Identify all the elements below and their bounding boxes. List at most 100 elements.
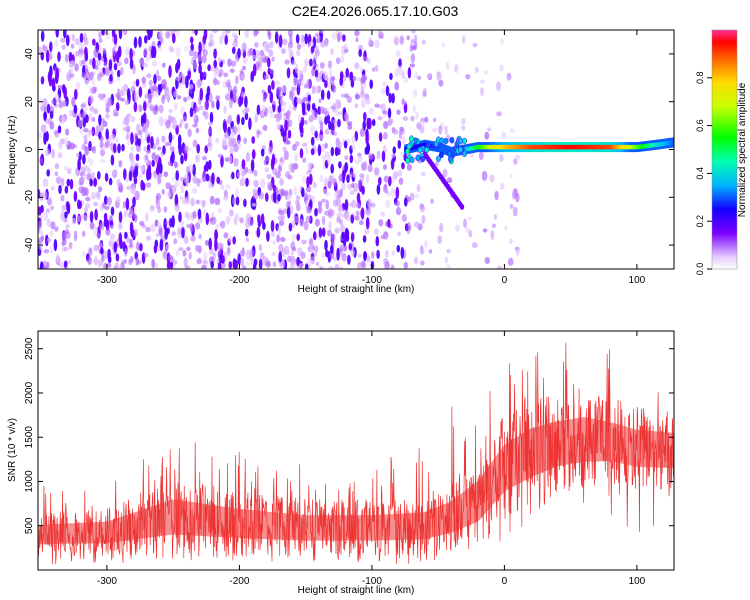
- noise-blob: [302, 97, 308, 102]
- noise-blob: [176, 58, 181, 70]
- noise-blob: [165, 31, 171, 39]
- noise-blob: [66, 168, 71, 175]
- noise-blob: [159, 238, 164, 252]
- noise-blob: [55, 30, 59, 38]
- noise-blob: [107, 248, 111, 260]
- noise-blob: [147, 170, 152, 180]
- noise-blob: [128, 170, 133, 182]
- noise-blob: [207, 121, 213, 126]
- signal-cell: [569, 144, 572, 150]
- signal-cell: [465, 147, 467, 152]
- noise-blob: [286, 200, 290, 209]
- signal-cell: [495, 144, 498, 150]
- noise-blob: [190, 43, 194, 52]
- noise-blob: [82, 154, 86, 165]
- noise-blob: [295, 34, 300, 44]
- noise-blob: [237, 139, 241, 149]
- signal-cell: [474, 145, 477, 150]
- noise-blob: [120, 97, 126, 102]
- noise-blob: [151, 152, 157, 161]
- signal-cell: [559, 144, 562, 150]
- noise-blob: [340, 55, 345, 63]
- noise-blob: [172, 33, 176, 44]
- signal-cell: [421, 143, 424, 148]
- signal-cell: [626, 144, 629, 150]
- noise-blob: [515, 247, 520, 256]
- noise-blob: [301, 187, 305, 198]
- noise-blob: [38, 131, 43, 140]
- noise-blob: [104, 172, 109, 182]
- noise-blob: [74, 88, 78, 100]
- snr-y-axis: 500 1000 1500 2000 2500: [24, 337, 674, 534]
- noise-blob: [245, 213, 252, 223]
- signal-cell: [500, 144, 503, 150]
- noise-blob: [414, 193, 420, 199]
- noise-blob: [270, 220, 275, 233]
- noise-blob: [321, 198, 326, 203]
- noise-blob: [339, 266, 343, 269]
- signal-cell: [617, 144, 620, 150]
- signal-cell: [544, 144, 547, 150]
- noise-blob: [430, 198, 434, 204]
- noise-blob: [151, 45, 155, 59]
- noise-blob: [115, 137, 119, 143]
- noise-blob: [139, 164, 145, 172]
- signal-cell: [630, 144, 633, 150]
- noise-blob: [317, 144, 322, 157]
- noise-blob: [103, 212, 108, 222]
- noise-blob: [42, 191, 48, 200]
- noise-blob: [289, 90, 294, 101]
- noise-blob: [500, 183, 505, 190]
- noise-blob: [97, 259, 103, 267]
- noise-blob: [296, 256, 300, 267]
- noise-blob: [161, 189, 165, 195]
- noise-blob: [392, 146, 397, 154]
- noise-blob: [356, 192, 361, 203]
- noise-blob: [110, 154, 115, 166]
- noise-blob: [360, 207, 365, 220]
- noise-blob: [277, 105, 282, 113]
- x-tick-label: 0: [502, 275, 508, 286]
- signal-cell: [650, 143, 653, 148]
- noise-blob: [116, 92, 121, 101]
- noise-blob: [93, 177, 97, 187]
- noise-blob: [152, 84, 158, 92]
- noise-blob: [203, 72, 207, 77]
- noise-blob: [354, 30, 360, 37]
- noise-blob: [446, 177, 453, 184]
- snr-ylabel: SNR (10 * v/v): [7, 418, 18, 482]
- noise-blob: [299, 126, 304, 134]
- noise-blob: [243, 137, 248, 144]
- noise-blob: [124, 248, 128, 258]
- noise-blob: [234, 188, 239, 198]
- noise-blob: [350, 249, 355, 257]
- signal-cell: [642, 144, 645, 149]
- noise-blob: [307, 168, 312, 173]
- signal-cell: [551, 144, 554, 150]
- signal-cell: [661, 141, 664, 147]
- noise-blob: [389, 72, 393, 81]
- noise-blob: [272, 190, 277, 204]
- noise-blob: [107, 97, 113, 107]
- noise-blob: [374, 39, 380, 49]
- noise-blob: [210, 67, 216, 72]
- noise-blob: [177, 227, 181, 235]
- noise-blob: [303, 220, 309, 231]
- noise-blob: [287, 129, 292, 139]
- noise-blob: [133, 101, 138, 113]
- noise-blob: [153, 244, 158, 254]
- noise-blob: [53, 239, 58, 252]
- noise-blob: [339, 188, 343, 198]
- signal-cell: [621, 144, 624, 150]
- noise-blob: [195, 127, 200, 134]
- signal-cell: [463, 147, 466, 152]
- noise-blob: [383, 121, 389, 129]
- noise-blob: [50, 205, 54, 211]
- noise-blob: [347, 254, 351, 265]
- noise-blob: [304, 33, 309, 45]
- noise-blob: [371, 119, 376, 127]
- noise-blob: [304, 192, 308, 203]
- noise-blob: [101, 30, 105, 36]
- signal-cell: [583, 144, 585, 150]
- noise-blob: [223, 72, 229, 78]
